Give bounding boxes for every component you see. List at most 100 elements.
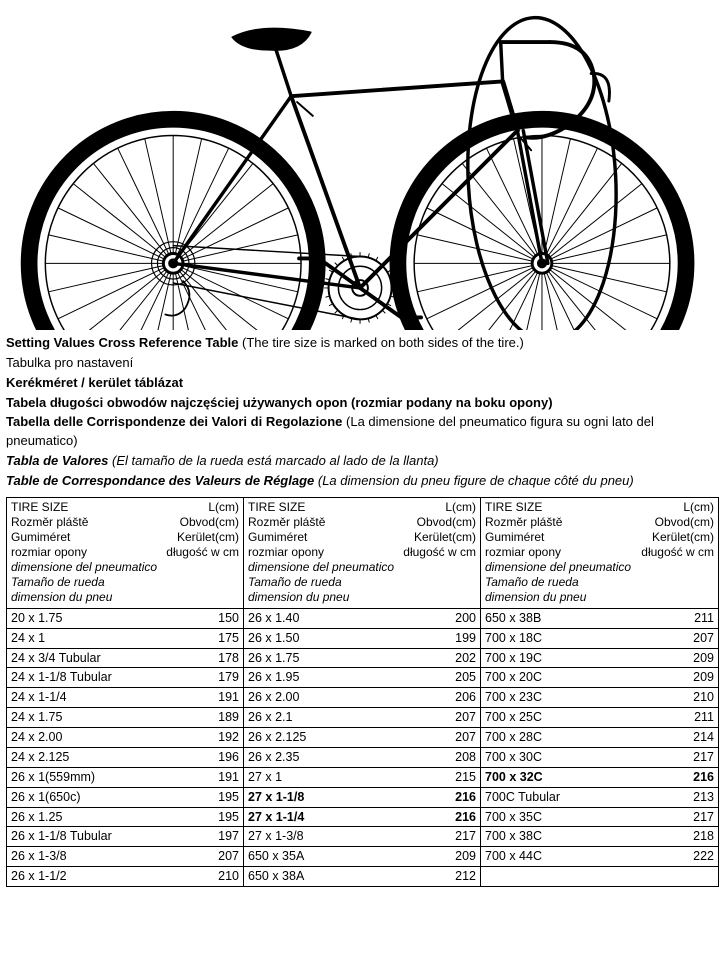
header-row: Gumiméret Kerület(cm)	[248, 530, 476, 545]
header-left: TIRE SIZE	[11, 500, 68, 515]
table-row: 700 x 35C217	[481, 808, 718, 828]
table-row: 650 x 38A212	[244, 867, 480, 886]
header-right: długość w cm	[641, 545, 714, 560]
circumference-cell: 175	[209, 630, 239, 647]
table-row: 26 x 1-1/8 Tubular 197	[7, 827, 243, 847]
column-header: TIRE SIZEL(cm)Rozměr pláštěObvod(cm)Gumi…	[481, 498, 718, 609]
header-left: Gumiméret	[248, 530, 307, 545]
title-line: Setting Values Cross Reference Table (Th…	[6, 334, 719, 353]
table-row: 650 x 38B 211	[481, 609, 718, 629]
circumference-cell: 213	[684, 789, 714, 806]
tire-size-cell: 700 x 19C	[485, 650, 678, 667]
circumference-cell: 150	[209, 610, 239, 627]
tire-size-cell: 700 x 35C	[485, 809, 678, 826]
header-left: Tamaño de rueda	[11, 575, 239, 590]
title-bold: Tabella delle Corrispondenze dei Valori …	[6, 414, 342, 429]
circumference-cell: 191	[209, 689, 239, 706]
header-left: dimensione del pneumatico	[11, 560, 239, 575]
table-row: 700 x 20C209	[481, 668, 718, 688]
circumference-cell: 179	[209, 669, 239, 686]
tire-size-cell: 700 x 32C	[485, 769, 678, 786]
circumference-cell: 197	[209, 828, 239, 845]
tire-size-cell: 20 x 1.75	[11, 610, 203, 627]
tire-size-cell: 24 x 2.125	[11, 749, 203, 766]
header-left: rozmiar opony	[485, 545, 561, 560]
circumference-cell: 206	[446, 689, 476, 706]
tire-size-cell: 24 x 1-1/8 Tubular	[11, 669, 203, 686]
header-row: TIRE SIZEL(cm)	[248, 500, 476, 515]
tire-size-cell: 26 x 1.95	[248, 669, 440, 686]
title-note: (La dimension du pneu figure de chaque c…	[318, 473, 634, 488]
circumference-cell: 211	[684, 709, 714, 726]
bicycle-svg	[6, 0, 719, 330]
header-left: Tamaño de rueda	[248, 575, 476, 590]
tire-size-cell: 26 x 2.35	[248, 749, 440, 766]
table-column: TIRE SIZEL(cm)Rozměr pláštěObvod(cm)Gumi…	[7, 498, 244, 886]
tire-size-cell: 27 x 1	[248, 769, 440, 786]
tire-size-cell: 26 x 1-1/8 Tubular	[11, 828, 203, 845]
circumference-cell: 178	[209, 650, 239, 667]
circumference-cell: 207	[446, 709, 476, 726]
circumference-cell: 202	[446, 650, 476, 667]
circumference-cell: 207	[209, 848, 239, 865]
circumference-cell: 210	[209, 868, 239, 885]
title-bolditalic: Table de Correspondance des Valeurs de R…	[6, 473, 314, 488]
header-row: Rozměr pláště Obvod(cm)	[248, 515, 476, 530]
table-column: TIRE SIZEL(cm)Rozměr pláštěObvod(cm)Gumi…	[244, 498, 481, 886]
circumference-cell: 199	[446, 630, 476, 647]
table-row: 700 x 30C 217	[481, 748, 718, 768]
table-row: 700 x 38C218	[481, 827, 718, 847]
header-row: rozmiar opony długość w cm	[485, 545, 714, 560]
table-row: 27 x 1-1/8216	[244, 788, 480, 808]
tire-size-cell: 700 x 38C	[485, 828, 678, 845]
tire-size-cell: 26 x 1.40	[248, 610, 440, 627]
table-row: 700 x 28C214	[481, 728, 718, 748]
tire-size-cell: 26 x 1.75	[248, 650, 440, 667]
table-row: 24 x 1-1/4191	[7, 688, 243, 708]
tire-size-cell: 26 x 1(650c)	[11, 789, 203, 806]
header-left: Rozměr pláště	[11, 515, 88, 530]
header-row: GumiméretKerület(cm)	[485, 530, 714, 545]
table-row: 26 x 2.125207	[244, 728, 480, 748]
table-row: 24 x 1.75189	[7, 708, 243, 728]
header-left: Gumiméret	[11, 530, 70, 545]
header-left: dimensione del pneumatico	[248, 560, 476, 575]
table-row: 700 x 25C211	[481, 708, 718, 728]
table-row: 24 x 2.125196	[7, 748, 243, 768]
tire-size-cell: 650 x 35A	[248, 848, 440, 865]
circumference-cell: 216	[446, 789, 476, 806]
header-right: L(cm)	[445, 500, 476, 515]
circumference-cell: 222	[684, 848, 714, 865]
tire-size-cell: 650 x 38B	[485, 610, 678, 627]
header-right: Kerület(cm)	[652, 530, 714, 545]
table-row: 26 x 1(559mm)191	[7, 768, 243, 788]
tire-size-cell: 26 x 1(559mm)	[11, 769, 203, 786]
circumference-cell: 216	[446, 809, 476, 826]
circumference-cell: 195	[209, 809, 239, 826]
table-row: 700 x 19C209	[481, 649, 718, 669]
tire-size-cell: 26 x 2.125	[248, 729, 440, 746]
header-row: GumiméretKerület(cm)	[11, 530, 239, 545]
circumference-cell: 217	[684, 749, 714, 766]
tire-size-cell: 700 x 30C	[485, 749, 678, 766]
circumference-cell: 211	[684, 610, 714, 627]
tire-size-cell: 26 x 1-1/2	[11, 868, 203, 885]
table-row: 26 x 1(650c) 195	[7, 788, 243, 808]
header-left: TIRE SIZE	[485, 500, 542, 515]
circumference-cell: 195	[209, 789, 239, 806]
header-row: TIRE SIZEL(cm)	[11, 500, 239, 515]
header-right: Kerület(cm)	[414, 530, 476, 545]
table-column: TIRE SIZEL(cm)Rozměr pláštěObvod(cm)Gumi…	[481, 498, 718, 886]
bicycle-figure	[6, 0, 719, 330]
table-row: 700 x 32C216	[481, 768, 718, 788]
title-bold: Tabela długości obwodów najczęściej używ…	[6, 395, 553, 410]
header-left: Rozměr pláště	[485, 515, 562, 530]
header-left: Rozměr pláště	[248, 515, 325, 530]
circumference-cell: 212	[446, 868, 476, 885]
tire-size-cell: 26 x 1.50	[248, 630, 440, 647]
circumference-cell: 217	[446, 828, 476, 845]
circumference-cell: 189	[209, 709, 239, 726]
header-right: Obvod(cm)	[417, 515, 476, 530]
circumference-cell: 209	[684, 669, 714, 686]
table-row: 27 x 1-1/4216	[244, 808, 480, 828]
